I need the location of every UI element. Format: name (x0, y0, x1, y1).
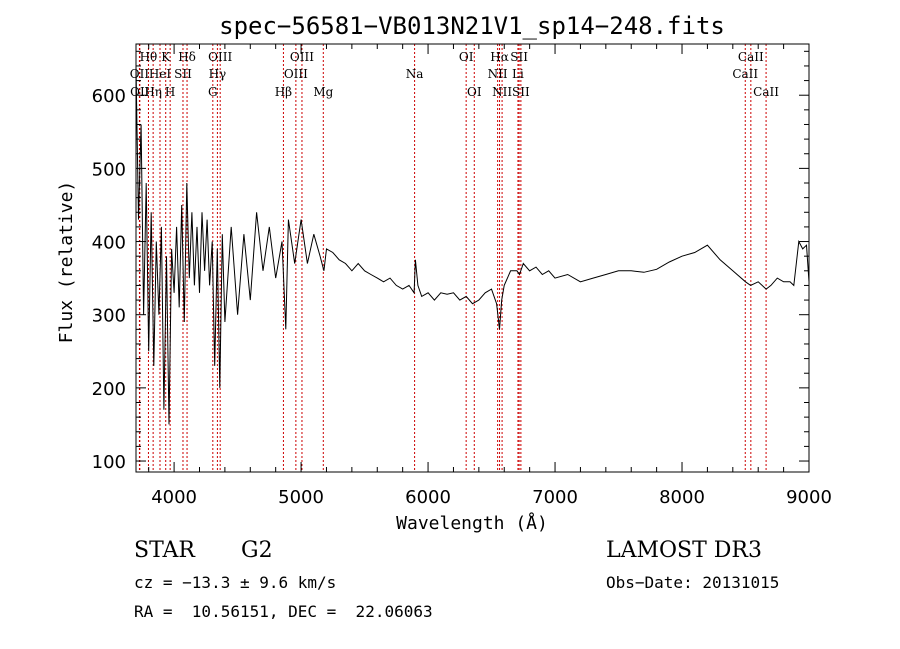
axis-ticks: 4000 5000 6000 7000 8000 9000 100 200 300 400 500 6… (92, 44, 832, 508)
obs-date: Obs−Date: 20131015 (606, 573, 780, 592)
y-tick-label-5: 600 (92, 86, 126, 107)
spectral-subclass: G2 (241, 538, 273, 563)
line-marker-label-0: Hθ (140, 50, 158, 64)
line-marker-label-21: NII (488, 67, 508, 81)
x-axis-label: Wavelength (Å) (396, 512, 548, 534)
x-tick-label-3: 7000 (532, 487, 578, 508)
line-marker-label-8: H (165, 85, 175, 99)
coordinates: RA = 10.56151, DEC = 22.06063 (134, 602, 433, 621)
line-marker-label-25: CaII (738, 50, 764, 64)
x-tick-label-1: 5000 (278, 487, 324, 508)
line-marker-label-27: CaII (753, 85, 779, 99)
line-marker-label-26: CaII (732, 67, 758, 81)
y-tick-label-3: 400 (92, 233, 126, 254)
line-marker-label-9: OIII (208, 50, 232, 64)
line-marker-label-14: Hβ (275, 85, 292, 99)
line-markers (138, 44, 767, 472)
y-tick-label-0: 100 (92, 452, 126, 473)
line-marker-label-12: OIII (290, 50, 314, 64)
line-marker-label-18: OI (467, 85, 482, 99)
survey-name: LAMOST DR3 (606, 538, 762, 563)
plot-frame (135, 43, 810, 473)
line-marker-label-22: Li (512, 67, 524, 81)
y-tick-label-2: 300 (92, 306, 126, 327)
line-marker-label-20: SII (510, 50, 528, 64)
line-marker-label-1: OII (130, 67, 150, 81)
x-tick-label-2: 6000 (405, 487, 451, 508)
x-tick-label-0: 4000 (151, 487, 197, 508)
line-marker-label-17: OI (459, 50, 474, 64)
line-marker-label-3: K (161, 50, 171, 64)
y-tick-label-4: 500 (92, 159, 126, 180)
line-marker-label-15: Mg (313, 85, 333, 99)
spectrum-line (135, 65, 810, 425)
line-marker-label-24: SII (512, 85, 530, 99)
y-tick-label-1: 200 (92, 379, 126, 400)
x-tick-label-5: 9000 (786, 487, 832, 508)
line-marker-label-19: Hα (490, 50, 509, 64)
line-marker-label-6: Hη (144, 85, 162, 99)
line-marker-label-23: NII (492, 85, 512, 99)
line-marker-label-10: Hγ (209, 67, 227, 81)
chart-title: spec−56581−VB013N21V1_sp14−248.fits (219, 12, 725, 40)
x-tick-label-4: 8000 (659, 487, 705, 508)
line-marker-label-4: Hδ (178, 50, 196, 64)
line-marker-label-5: HeI (149, 67, 172, 81)
line-marker-label-11: G (208, 85, 218, 99)
line-marker-label-13: OIII (284, 67, 308, 81)
y-axis-label: Flux (relative) (56, 181, 77, 344)
redshift-value: cz = −13.3 ± 9.6 km/s (134, 573, 337, 592)
object-class: STAR (134, 538, 195, 563)
line-marker-label-16: Na (406, 67, 424, 81)
line-marker-label-7: SII (174, 67, 192, 81)
